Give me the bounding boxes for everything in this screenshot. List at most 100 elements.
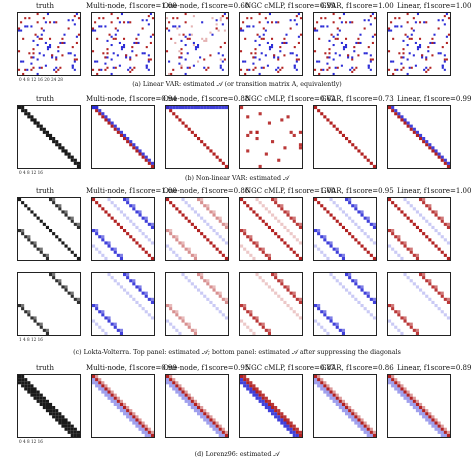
heatmap-cell: [363, 291, 367, 295]
heatmap-cell: [201, 21, 204, 24]
heatmap-cell: [119, 225, 123, 229]
heatmap-cell: [178, 393, 182, 397]
heatmap-cell: [221, 433, 225, 437]
heatmap-cell: [98, 204, 102, 208]
heatmap-cell: [49, 198, 53, 202]
heatmap-cell: [172, 378, 176, 382]
heatmap-cell: [371, 13, 374, 16]
heatmap-cell: [64, 244, 68, 248]
heatmap-cell: [144, 250, 148, 254]
heatmap-cell: [114, 37, 117, 40]
heatmap-cell: [129, 56, 132, 59]
heatmap-cell: [419, 406, 423, 410]
heatmap-cell: [422, 412, 426, 416]
heatmap-ngc-c: [239, 197, 303, 261]
heatmap-cell: [203, 235, 207, 239]
heatmap-cell: [244, 60, 247, 63]
heatmap-cell: [212, 244, 216, 248]
heatmap-cell: [243, 307, 247, 311]
heatmap-cell: [184, 44, 187, 47]
heatmap-cell: [36, 121, 40, 125]
heatmap-cell: [338, 406, 342, 410]
heatmap-cell: [215, 430, 219, 434]
heatmap-cell: [110, 390, 114, 394]
heatmap-cell: [104, 115, 108, 119]
heatmap-cell: [168, 60, 171, 63]
heatmap-cell: [135, 418, 139, 422]
caption-c: (c) Lokta-Volterra. Top panel: estimated…: [73, 349, 401, 356]
heatmap-cell: [400, 387, 404, 391]
heatmap-cell: [52, 137, 56, 141]
heatmap-cell: [258, 247, 262, 251]
heatmap-cell: [242, 29, 245, 32]
heatmap-cell: [429, 66, 432, 69]
heatmap-cell: [166, 106, 170, 110]
heatmap-cell: [286, 213, 290, 217]
heatmap-cell: [391, 375, 395, 379]
heatmap-cell: [292, 430, 296, 434]
heatmap-cell: [36, 396, 40, 400]
heatmap-cell: [363, 307, 367, 311]
heatmap-cell: [366, 310, 370, 314]
heatmap-cell: [446, 161, 450, 165]
heatmap-svg: [388, 106, 450, 168]
heatmap-cell: [215, 427, 219, 431]
heatmap-cell: [366, 235, 370, 239]
heatmap-cell: [58, 146, 62, 150]
heatmap-cell: [412, 222, 416, 226]
heatmap-cell: [119, 331, 123, 335]
heatmap-cell: [119, 256, 123, 260]
heatmap-cell: [32, 48, 35, 51]
heatmap-cell: [254, 52, 257, 55]
heatmap-cell: [110, 247, 114, 251]
heatmap-cell: [360, 210, 364, 214]
heatmap-cell: [61, 241, 65, 245]
heatmap-cell: [184, 35, 187, 38]
heatmap-cell: [101, 310, 105, 314]
heatmap-svg: [18, 198, 80, 260]
heatmap-cell: [26, 68, 29, 71]
heatmap-cell: [323, 381, 327, 385]
heatmap-cell: [27, 387, 31, 391]
heatmap-cell: [169, 247, 173, 251]
heatmap-cell: [394, 235, 398, 239]
heatmap-cell: [419, 288, 423, 292]
heatmap-cell: [172, 17, 175, 20]
heatmap-cell: [261, 204, 265, 208]
heatmap-cell: [218, 424, 222, 428]
heatmap-cell: [144, 424, 148, 428]
heatmap-cell: [101, 387, 105, 391]
heatmap-cell: [172, 310, 176, 314]
heatmap-cell: [244, 72, 247, 75]
heatmap-cell: [150, 164, 154, 168]
heatmap-cell: [205, 37, 208, 40]
heatmap-truth-b: [17, 105, 81, 169]
heatmap-cell: [289, 216, 293, 220]
heatmap-cell: [42, 406, 46, 410]
heatmap-cell: [246, 25, 249, 28]
heatmap-cell: [61, 418, 65, 422]
heatmap-cell: [76, 256, 80, 260]
heatmap-cell: [30, 387, 34, 391]
heatmap-cell: [145, 66, 148, 69]
heatmap-cell: [434, 229, 438, 233]
heatmap-cell: [145, 64, 148, 67]
heatmap-cell: [149, 35, 152, 38]
heatmap-cell: [137, 33, 140, 36]
heatmap-cell: [391, 384, 395, 388]
heatmap-cell: [181, 387, 185, 391]
heatmap-cell: [27, 381, 31, 385]
heatmap-cell: [360, 427, 364, 431]
heatmap-cell: [104, 62, 107, 65]
heatmap-cell: [345, 402, 349, 406]
heatmap-cell: [67, 216, 71, 220]
heatmap-cell: [197, 213, 201, 217]
heatmap-cell: [181, 319, 185, 323]
heatmap-cell: [49, 402, 53, 406]
heatmap-cell: [187, 279, 191, 283]
heatmap-cell: [406, 399, 410, 403]
heatmap-cell: [292, 294, 296, 298]
heatmap-cell: [342, 46, 345, 49]
heatmap-cell: [318, 37, 321, 40]
heatmap-cell: [107, 319, 111, 323]
